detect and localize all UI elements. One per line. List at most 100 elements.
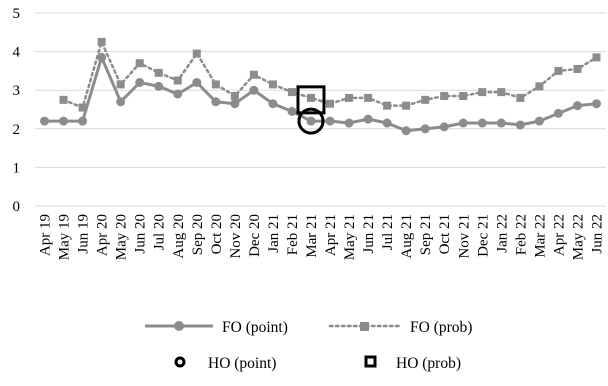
x-tick-label: Jul 20 bbox=[152, 214, 168, 250]
x-tick-label: Jun 19 bbox=[76, 214, 92, 254]
legend-fo-point-marker bbox=[174, 321, 184, 331]
fo-point-marker bbox=[572, 101, 582, 111]
series-fo-point bbox=[40, 52, 601, 136]
fo-prob-point bbox=[421, 95, 430, 104]
x-tick-label: Sep 21 bbox=[418, 214, 434, 255]
gridlines bbox=[35, 12, 606, 207]
fo-point-marker bbox=[363, 114, 373, 124]
legend-label-ho-prob: HO (prob) bbox=[396, 355, 461, 372]
fo-point-marker bbox=[192, 77, 202, 87]
x-tick-label: Sep 20 bbox=[190, 214, 206, 255]
series-ho bbox=[296, 85, 326, 135]
x-tick-label: Apr 20 bbox=[95, 214, 111, 256]
x-tick-label: Oct 21 bbox=[437, 214, 453, 254]
y-tick-label: 3 bbox=[13, 83, 21, 99]
fo-prob-point bbox=[497, 88, 506, 97]
legend-label-fo-point: FO (point) bbox=[222, 319, 288, 336]
y-tick-label: 2 bbox=[13, 122, 21, 138]
fo-prob-point bbox=[573, 64, 582, 73]
x-tick-label: May 19 bbox=[57, 214, 73, 260]
fo-point-marker bbox=[211, 97, 221, 107]
fo-point-marker bbox=[534, 116, 544, 126]
y-axis-ticks: 0 1 2 3 4 5 bbox=[13, 6, 21, 215]
x-tick-label: Jan 22 bbox=[494, 214, 510, 253]
fo-prob-point bbox=[230, 91, 239, 100]
x-tick-label: May 20 bbox=[114, 214, 130, 260]
fo-prob-point bbox=[516, 93, 525, 102]
legend-ho-point-marker bbox=[174, 356, 186, 368]
legend-fo-prob-marker bbox=[360, 322, 369, 331]
fo-point-marker bbox=[154, 81, 164, 91]
fo-point-marker bbox=[382, 118, 392, 128]
x-tick-label: May 22 bbox=[570, 214, 586, 260]
fo-prob-point bbox=[402, 101, 411, 110]
fo-point-marker bbox=[344, 118, 354, 128]
fo-point-marker bbox=[173, 89, 183, 99]
x-tick-label: Aug 21 bbox=[399, 214, 415, 259]
legend-label-fo-prob: FO (prob) bbox=[410, 319, 472, 336]
fo-prob-point bbox=[249, 70, 258, 79]
fo-point-marker bbox=[477, 118, 487, 128]
fo-point-marker bbox=[287, 106, 297, 116]
x-tick-label: Oct 20 bbox=[209, 214, 225, 254]
fo-prob-point bbox=[192, 49, 201, 58]
x-tick-label: May 21 bbox=[342, 214, 358, 260]
legend-ho-prob-marker bbox=[364, 355, 377, 368]
legend: FO (point) FO (prob) HO (point) HO (prob) bbox=[145, 319, 472, 372]
x-axis-ticks: Apr 19 May 19 Jun 19 Apr 20 May 20 Jun 20 Jul … bbox=[38, 214, 606, 260]
y-tick-label: 4 bbox=[13, 45, 21, 61]
fo-prob-point bbox=[364, 93, 373, 102]
fo-prob-point bbox=[78, 103, 87, 112]
x-tick-label: Mar 21 bbox=[304, 214, 320, 258]
fo-prob-point bbox=[478, 88, 487, 97]
fo-prob-point bbox=[345, 93, 354, 102]
fo-prob-point bbox=[287, 88, 296, 97]
fo-prob-point bbox=[535, 82, 544, 91]
fo-prob-point bbox=[59, 95, 68, 104]
x-tick-label: Nov 21 bbox=[456, 214, 472, 259]
fo-point-marker bbox=[515, 120, 525, 130]
x-tick-label: Jan 21 bbox=[266, 214, 282, 253]
x-tick-label: Aug 20 bbox=[171, 214, 187, 259]
fo-prob-point bbox=[326, 99, 335, 108]
fo-prob-point bbox=[173, 76, 182, 85]
fo-point-marker bbox=[249, 85, 259, 95]
x-tick-label: Apr 22 bbox=[551, 214, 567, 256]
fo-point-marker bbox=[116, 97, 126, 107]
x-tick-label: Jul 21 bbox=[380, 214, 396, 250]
fo-point-marker bbox=[325, 116, 335, 126]
fo-point-marker bbox=[230, 99, 240, 109]
legend-label-ho-point: HO (point) bbox=[208, 355, 276, 372]
fo-point-marker bbox=[268, 99, 278, 109]
fo-point-marker bbox=[59, 116, 69, 126]
fo-point-marker bbox=[306, 116, 316, 126]
fo-point-marker bbox=[97, 52, 107, 62]
fo-point-marker bbox=[496, 118, 506, 128]
ho-point-marker bbox=[297, 107, 325, 135]
fo-point-line bbox=[44, 55, 597, 133]
y-tick-label: 5 bbox=[13, 6, 21, 22]
fo-prob-point bbox=[211, 80, 220, 89]
fo-point-marker bbox=[553, 108, 563, 118]
fo-prob-point bbox=[440, 91, 449, 100]
fo-point-marker bbox=[591, 99, 601, 109]
fo-prob-point bbox=[154, 68, 163, 77]
fo-point-marker bbox=[458, 118, 468, 128]
fo-point-marker bbox=[135, 77, 145, 87]
fo-point-marker bbox=[439, 122, 449, 132]
x-tick-label: Dec 20 bbox=[247, 214, 263, 257]
fo-prob-point bbox=[306, 93, 315, 102]
fo-point-marker bbox=[78, 116, 88, 126]
fo-point-marker bbox=[40, 116, 50, 126]
y-tick-label: 1 bbox=[13, 160, 21, 176]
x-tick-label: Mar 22 bbox=[532, 214, 548, 258]
x-tick-label: Apr 21 bbox=[323, 214, 339, 256]
series-fo-prob bbox=[59, 37, 601, 112]
x-tick-label: Jun 21 bbox=[361, 214, 377, 254]
fo-point-marker bbox=[420, 124, 430, 134]
fo-prob-point bbox=[459, 91, 468, 100]
ho-prob-point bbox=[296, 85, 326, 115]
y-tick-label: 0 bbox=[13, 199, 21, 215]
